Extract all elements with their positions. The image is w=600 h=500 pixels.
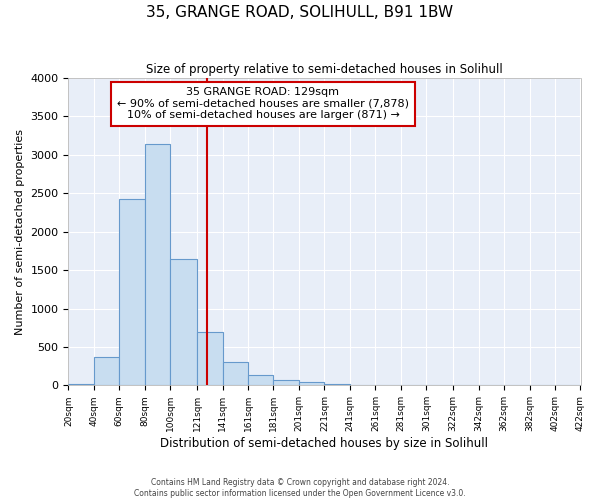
Bar — [170, 260, 197, 386]
Title: Size of property relative to semi-detached houses in Solihull: Size of property relative to semi-detach… — [146, 62, 503, 76]
X-axis label: Distribution of semi-detached houses by size in Solihull: Distribution of semi-detached houses by … — [160, 437, 488, 450]
Bar — [299, 382, 325, 386]
Bar — [145, 144, 170, 386]
Bar — [197, 332, 223, 386]
Bar — [248, 375, 274, 386]
Text: 35, GRANGE ROAD, SOLIHULL, B91 1BW: 35, GRANGE ROAD, SOLIHULL, B91 1BW — [146, 5, 454, 20]
Bar — [94, 357, 119, 386]
Bar — [325, 384, 350, 386]
Y-axis label: Number of semi-detached properties: Number of semi-detached properties — [15, 128, 25, 334]
Text: 35 GRANGE ROAD: 129sqm
← 90% of semi-detached houses are smaller (7,878)
10% of : 35 GRANGE ROAD: 129sqm ← 90% of semi-det… — [117, 88, 409, 120]
Bar — [223, 362, 248, 386]
Bar — [68, 384, 94, 386]
Bar — [119, 200, 145, 386]
Bar — [274, 380, 299, 386]
Text: Contains HM Land Registry data © Crown copyright and database right 2024.
Contai: Contains HM Land Registry data © Crown c… — [134, 478, 466, 498]
